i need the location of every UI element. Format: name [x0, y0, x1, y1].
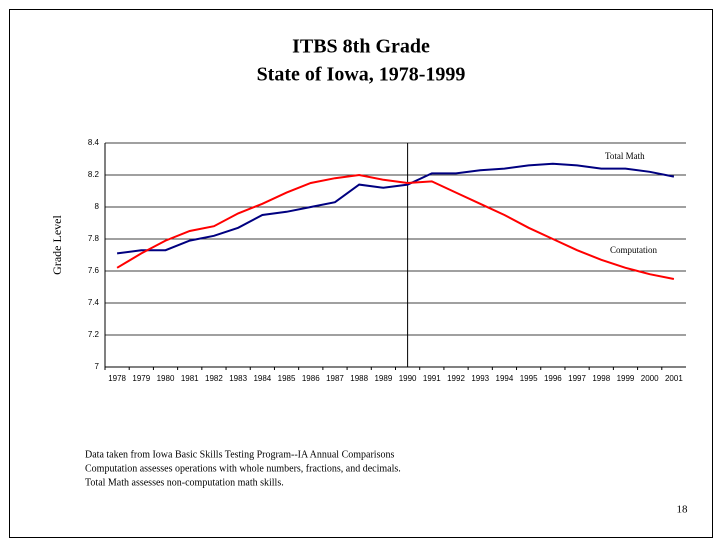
x-tick-label: 1986	[302, 374, 320, 383]
note: Data taken from Iowa Basic Skills Testin…	[85, 449, 394, 460]
series-line	[116, 173, 675, 280]
x-tick-label: 1985	[278, 374, 296, 383]
x-tick-label: 1993	[471, 374, 489, 383]
y-tick-label: 8.2	[88, 170, 100, 179]
x-tick-label: 1991	[423, 374, 441, 383]
x-tick-label: 1994	[496, 374, 514, 383]
x-tick-label: 1988	[350, 374, 368, 383]
x-tick-label: 1980	[157, 374, 175, 383]
x-tick-label: 1987	[326, 374, 344, 383]
x-tick-label: 1996	[544, 374, 562, 383]
x-tick-label: 1981	[181, 374, 199, 383]
x-tick-label: 1978	[108, 374, 126, 383]
series-label: Total Math	[605, 151, 645, 161]
x-tick-label: 1998	[592, 374, 610, 383]
y-tick-label: 8.4	[88, 138, 100, 147]
x-tick-label: 1990	[399, 374, 417, 383]
series-line	[116, 162, 675, 255]
x-tick-label: 1984	[253, 374, 271, 383]
y-tick-label: 7	[95, 362, 100, 371]
x-tick-label: 1997	[568, 374, 586, 383]
x-tick-label: 1982	[205, 374, 223, 383]
x-tick-label: 2000	[641, 374, 659, 383]
x-tick-label: 1989	[374, 374, 392, 383]
slide-border	[9, 9, 713, 538]
page-number: 18	[677, 504, 689, 516]
note: Computation assesses operations with who…	[85, 463, 401, 474]
y-tick-label: 7.2	[88, 330, 100, 339]
x-tick-label: 1999	[617, 374, 635, 383]
x-tick-label: 1995	[520, 374, 538, 383]
y-axis-label: Grade Level	[50, 215, 64, 275]
note: Total Math assesses non-computation math…	[85, 477, 284, 488]
y-tick-label: 7.8	[88, 234, 100, 243]
y-tick-label: 7.4	[88, 298, 100, 307]
series-label: Computation	[610, 245, 657, 255]
x-tick-label: 1983	[229, 374, 247, 383]
x-tick-label: 1992	[447, 374, 465, 383]
title-line: ITBS 8th Grade	[292, 36, 430, 58]
x-tick-label: 2001	[665, 374, 683, 383]
y-tick-label: 7.6	[88, 266, 100, 275]
title-line: State of Iowa, 1978-1999	[257, 64, 466, 86]
y-tick-label: 8	[95, 202, 100, 211]
x-tick-label: 1979	[132, 374, 150, 383]
